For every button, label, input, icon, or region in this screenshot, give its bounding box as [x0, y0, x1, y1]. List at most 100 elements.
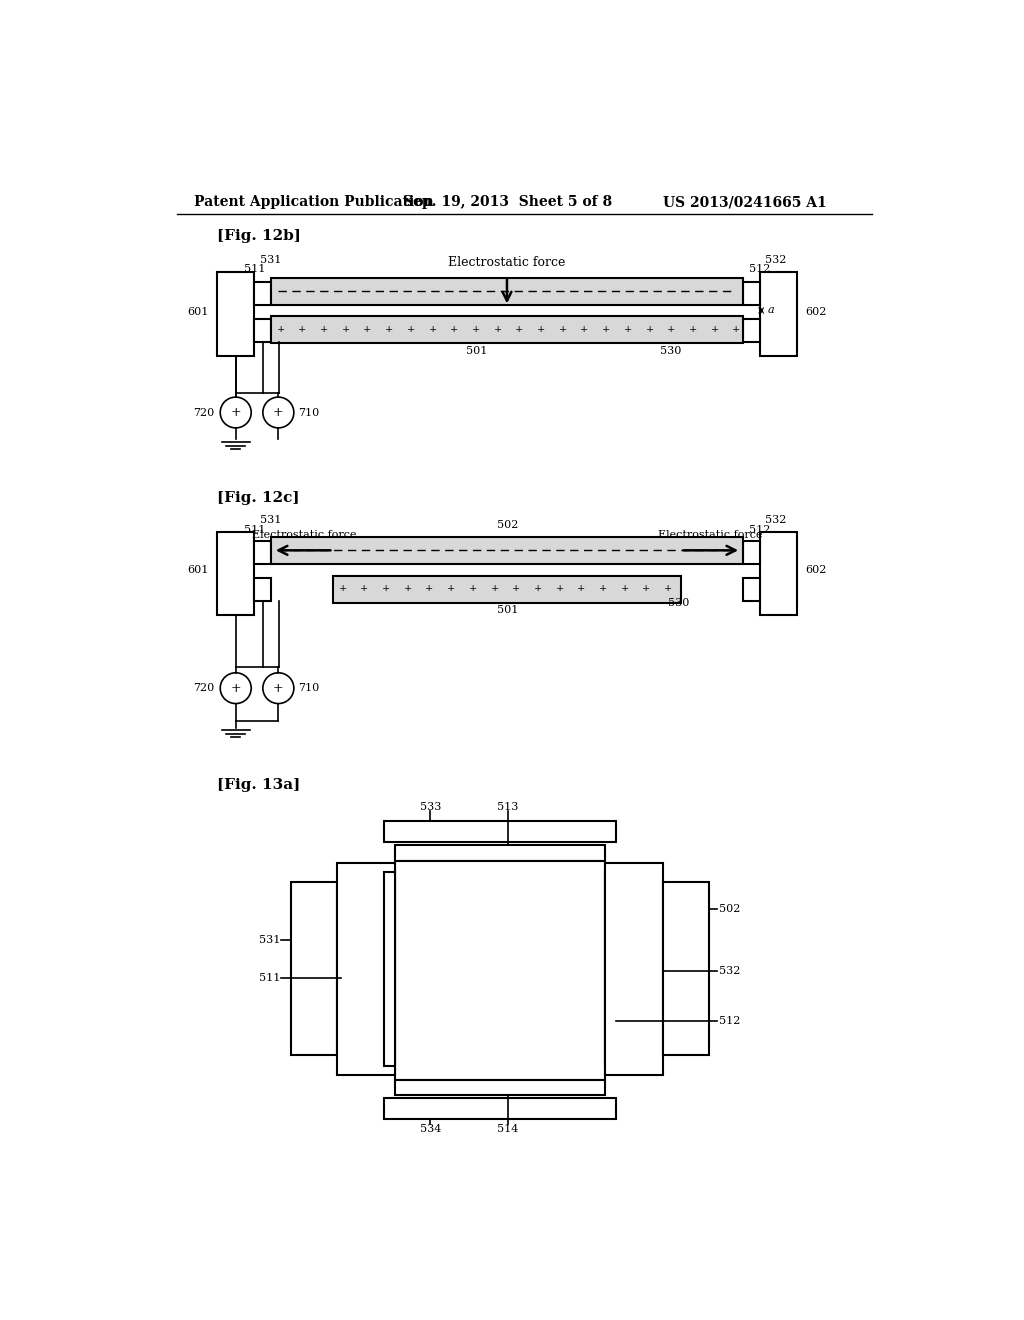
Text: 531: 531 [260, 515, 282, 525]
Text: +: + [515, 325, 523, 334]
Bar [604, 873, 616, 1067]
Bar [254, 318, 271, 342]
Text: +: + [276, 325, 285, 334]
Text: Electrostatic force: Electrostatic force [449, 256, 565, 268]
Text: +: + [599, 585, 607, 593]
Bar [334, 576, 681, 603]
Text: 602: 602 [805, 308, 826, 317]
Bar [760, 272, 797, 355]
Text: +: + [451, 325, 459, 334]
Text: +: + [382, 585, 390, 593]
Bar [271, 277, 742, 305]
Bar [254, 541, 271, 564]
Text: +: + [621, 585, 629, 593]
Bar [291, 882, 337, 1056]
Text: a: a [767, 305, 774, 315]
Text: +: + [559, 325, 567, 334]
Text: 514: 514 [497, 1123, 518, 1134]
Text: +: + [494, 325, 502, 334]
Text: Patent Application Publication: Patent Application Publication [194, 195, 433, 210]
Text: +: + [342, 325, 350, 334]
Text: 512: 512 [749, 524, 770, 535]
Text: 532: 532 [765, 255, 786, 265]
Text: +: + [645, 325, 653, 334]
Text: 531: 531 [258, 935, 280, 945]
Text: [Fig. 12b]: [Fig. 12b] [217, 230, 301, 243]
Bar [742, 318, 760, 342]
Text: +: + [230, 407, 241, 418]
Text: +: + [407, 325, 415, 334]
Text: +: + [711, 325, 719, 334]
Text: +: + [512, 585, 520, 593]
Bar [271, 317, 742, 343]
Text: 513: 513 [497, 801, 518, 812]
Bar [742, 578, 760, 601]
Text: +: + [403, 585, 412, 593]
Text: 710: 710 [298, 684, 318, 693]
Bar [384, 873, 395, 1067]
Bar [395, 861, 604, 1080]
Text: +: + [298, 325, 306, 334]
Bar [395, 845, 604, 861]
Text: 533: 533 [420, 801, 441, 812]
Text: +: + [385, 325, 393, 334]
Text: [Fig. 13a]: [Fig. 13a] [217, 779, 300, 792]
Text: 511: 511 [258, 973, 280, 983]
Text: +: + [360, 585, 369, 593]
Bar [742, 541, 760, 564]
Text: US 2013/0241665 A1: US 2013/0241665 A1 [663, 195, 826, 210]
Text: +: + [602, 325, 610, 334]
Text: 512: 512 [719, 1016, 740, 1026]
Text: [Fig. 12c]: [Fig. 12c] [217, 491, 300, 506]
Text: +: + [578, 585, 586, 593]
Text: +: + [537, 325, 545, 334]
Bar [271, 537, 742, 564]
Bar [254, 578, 271, 601]
Text: 720: 720 [193, 408, 214, 417]
Text: Electrostatic force: Electrostatic force [657, 529, 762, 540]
Text: +: + [273, 407, 284, 418]
Text: 710: 710 [298, 408, 318, 417]
Text: +: + [273, 681, 284, 694]
Bar [217, 272, 254, 355]
Bar [663, 882, 710, 1056]
Text: +: + [230, 681, 241, 694]
Bar [217, 532, 254, 615]
Text: +: + [469, 585, 477, 593]
Text: Sep. 19, 2013  Sheet 5 of 8: Sep. 19, 2013 Sheet 5 of 8 [403, 195, 612, 210]
Text: 534: 534 [420, 1123, 441, 1134]
Text: +: + [664, 585, 673, 593]
Bar [395, 1080, 604, 1096]
Text: 530: 530 [668, 598, 689, 609]
Text: +: + [668, 325, 676, 334]
Text: 720: 720 [193, 684, 214, 693]
Text: 511: 511 [244, 264, 265, 275]
Text: +: + [642, 585, 650, 593]
Text: 502: 502 [719, 904, 740, 915]
Bar [384, 821, 616, 842]
Text: +: + [581, 325, 589, 334]
Text: +: + [447, 585, 456, 593]
Text: 512: 512 [749, 264, 770, 275]
Text: 511: 511 [244, 524, 265, 535]
Text: +: + [364, 325, 372, 334]
Text: +: + [425, 585, 433, 593]
Text: +: + [428, 325, 436, 334]
Text: +: + [472, 325, 480, 334]
Text: +: + [689, 325, 697, 334]
Text: 601: 601 [187, 308, 209, 317]
Text: 502: 502 [497, 520, 518, 529]
Text: +: + [490, 585, 499, 593]
Text: 531: 531 [260, 255, 282, 265]
Text: +: + [339, 585, 347, 593]
Text: +: + [624, 325, 632, 334]
Bar [742, 281, 760, 305]
Bar [384, 1098, 616, 1119]
Text: +: + [732, 325, 740, 334]
Text: 530: 530 [659, 346, 681, 356]
Bar [760, 532, 797, 615]
Text: Electrostatic force: Electrostatic force [252, 529, 356, 540]
Text: 602: 602 [805, 565, 826, 576]
Bar [604, 863, 663, 1074]
Text: 501: 501 [497, 606, 518, 615]
